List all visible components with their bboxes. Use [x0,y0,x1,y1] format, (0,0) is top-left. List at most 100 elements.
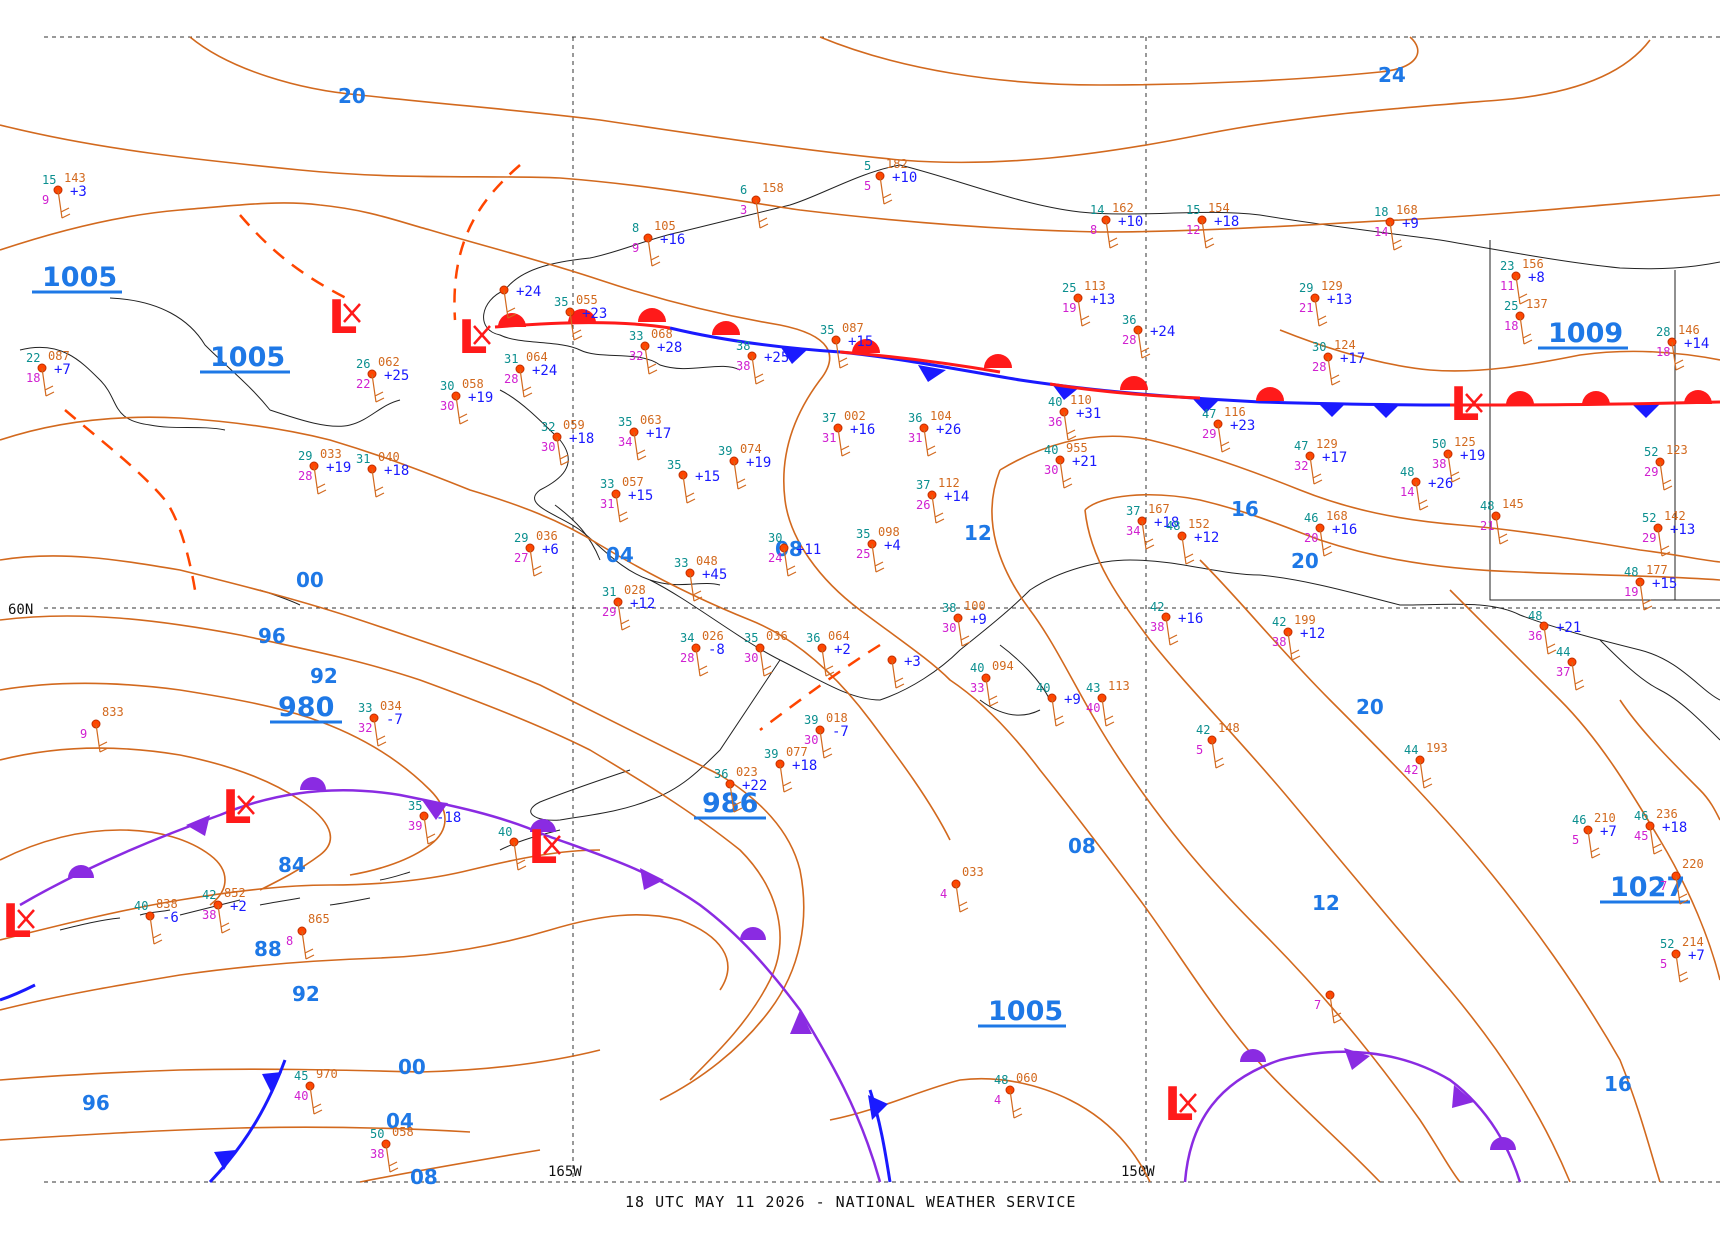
wind-barb [1009,1089,1023,1119]
station-pressure: 048 [696,554,718,568]
station-temperature: 40 [970,661,984,675]
station-pressure: 033 [320,447,342,461]
wind-barb [149,915,163,945]
station-plot [1073,293,1091,327]
station-temperature: 40 [1048,395,1062,409]
station-dewpoint: 25 [856,547,870,561]
fronts [0,164,1720,1184]
station-dewpoint: 31 [822,431,836,445]
station-temperature: 35 [618,415,632,429]
station-pressure-change: +15 [695,469,720,485]
station-temperature: 47 [1294,439,1308,453]
station-pressure: 236 [1656,807,1678,821]
station-dewpoint: 11 [1500,279,1514,293]
station-pressure-change: +3 [904,654,921,670]
station-dewpoint: 5 [1660,957,1667,971]
wind-barb [1211,739,1225,769]
station-plot [1671,949,1689,983]
station-pressure-change: +16 [1178,611,1203,627]
wind-barb [519,368,533,398]
station-plot [1197,215,1215,249]
station-pressure: 034 [380,699,402,713]
station-dewpoint: 28 [680,651,694,665]
station-pressure-change: +7 [1688,948,1705,964]
station-pressure-change: +24 [516,284,541,300]
station-temperature: 37 [822,411,836,425]
station-pressure: 193 [1426,741,1448,755]
station-temperature: 42 [202,888,216,902]
station-dewpoint: 28 [504,372,518,386]
station-plot [613,597,631,631]
station-pressure: 167 [1148,502,1170,516]
station-plot [1671,871,1689,905]
station-dewpoint: 29 [602,605,616,619]
station-pressure-change: +2 [230,899,247,915]
station-temperature: 39 [764,747,778,761]
station-pressure: 060 [1016,1071,1038,1085]
wind-barb [217,904,231,934]
station-pressure: 074 [740,442,762,456]
station-pressure-change: +18 [1662,820,1687,836]
station-pressure-change: +23 [1230,418,1255,434]
station-pressure-change: -7 [386,712,403,728]
station-pressure: 040 [378,450,400,464]
station-temperature: 39 [718,444,732,458]
station-dewpoint: 28 [298,469,312,483]
station-pressure: 129 [1316,437,1338,451]
low-center-4: L [222,780,255,834]
station-plot [611,489,629,523]
station-temperature: 25 [1062,281,1076,295]
station-pressure-change: +14 [944,489,969,505]
station-dewpoint: 30 [541,440,555,454]
station-temperature: 48 [1624,565,1638,579]
station-temperature: 52 [1660,937,1674,951]
station-pressure: 002 [844,409,866,423]
isobar-label: 96 [258,624,286,648]
station-plot [629,427,647,461]
station-pressure: 154 [1208,201,1230,215]
wind-barb [1329,994,1343,1024]
station-temperature: 18 [1374,205,1388,219]
wind-barb [733,460,747,490]
station-pressure: 838 [156,897,178,911]
station-temperature: 25 [1504,299,1518,313]
isobar-label: 12 [964,521,992,545]
station-dewpoint: 9 [42,193,49,207]
wind-barb [1165,616,1179,646]
wind-barb [1415,481,1429,511]
station-pressure-change: +4 [884,538,901,554]
station-pressure: 028 [624,583,646,597]
station-pressure: 970 [316,1067,338,1081]
station-plot [1213,419,1231,453]
station-dewpoint: 40 [1086,701,1100,715]
station-dewpoint: 38 [1272,635,1286,649]
station-temperature: 46 [1634,809,1648,823]
station-dewpoint: 30 [744,651,758,665]
station-dewpoint: 5 [864,179,871,193]
station-plot [643,233,661,267]
station-dewpoint: 4 [940,887,947,901]
isobar-label: 16 [1231,497,1259,521]
station-dewpoint: 7 [1314,998,1321,1012]
station-pressure-change: +17 [646,426,671,442]
station-pressure: 143 [64,171,86,185]
station-pressure-change: +18 [1214,214,1239,230]
station-plot [1491,511,1509,545]
station-pressure-change: +10 [1118,214,1143,230]
station-plot [1137,516,1155,550]
station-pressure-change: +22 [742,778,767,794]
wind-barb [371,373,385,403]
station-pressure-change: -6 [162,910,179,926]
isobar-label: 20 [1356,695,1384,719]
station-dewpoint: 14 [1400,485,1414,499]
wind-barb [1515,275,1529,305]
wind-barb [371,468,385,498]
station-temperature: 42 [1196,723,1210,737]
pressure-center-1005-w: 1005 [200,342,290,374]
wind-barb [1639,581,1653,611]
station-plot [91,719,109,753]
wind-barb [1141,520,1155,550]
station-pressure-change: +15 [848,334,873,350]
wind-barb [779,763,793,793]
station-dewpoint: 30 [440,399,454,413]
